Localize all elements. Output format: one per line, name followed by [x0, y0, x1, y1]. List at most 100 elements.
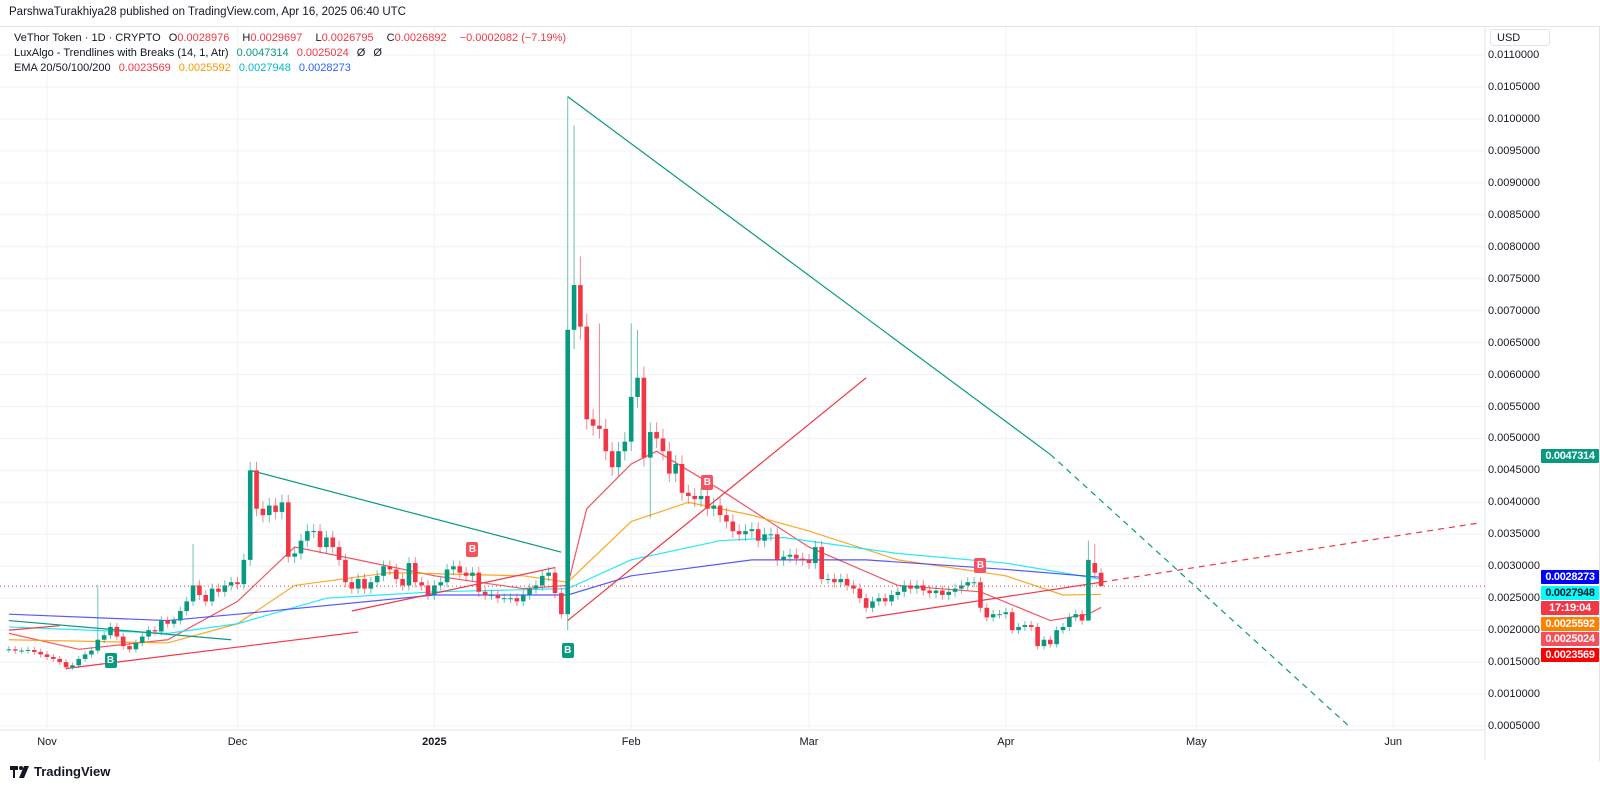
candle-body: [946, 591, 951, 596]
candle-body: [216, 588, 221, 592]
candle-body: [273, 505, 278, 512]
candle-body: [749, 529, 755, 532]
candle-body: [781, 556, 786, 560]
candle: [152, 626, 158, 636]
candle-body: [654, 432, 659, 439]
candle-body: [330, 537, 336, 548]
trendline-down-extension: [1049, 453, 1350, 727]
trendline-up: [351, 566, 556, 612]
candle-body: [870, 601, 875, 608]
candle-body: [457, 566, 463, 573]
candle-body: [317, 531, 323, 548]
y-tick-label: 0.0025000: [1488, 592, 1540, 605]
candle-body: [851, 585, 856, 589]
candle-body: [908, 585, 913, 589]
candle-body: [616, 451, 621, 468]
trendline-down: [250, 469, 562, 553]
candle-body: [1009, 612, 1015, 631]
candle-body: [952, 588, 958, 592]
candle: [51, 653, 56, 662]
symbol-label[interactable]: VeThor Token · 1D · CRYPTO: [14, 32, 161, 44]
candle: [247, 461, 253, 566]
y-tick-label: 0.0055000: [1488, 400, 1540, 413]
tradingview-logo[interactable]: TradingView: [10, 764, 110, 779]
candle: [1022, 621, 1028, 631]
candle: [673, 455, 678, 483]
candle: [984, 603, 990, 622]
candle: [768, 527, 774, 542]
candle: [190, 543, 196, 607]
candle: [654, 422, 659, 449]
candle-body: [279, 502, 285, 512]
candle: [609, 442, 615, 476]
candle: [559, 588, 564, 619]
candle: [565, 96, 570, 631]
candle: [533, 580, 539, 594]
tradingview-logo-icon: [10, 765, 29, 778]
candle: [349, 576, 355, 594]
candle-body: [533, 585, 539, 589]
candle-body: [260, 508, 266, 516]
candle-body: [527, 588, 532, 596]
candle-body: [1060, 626, 1066, 631]
ema50-value: 0.0025592: [178, 62, 231, 74]
candle-body: [698, 495, 704, 500]
y-tick-label: 0.0070000: [1488, 304, 1540, 317]
candle-body: [343, 559, 348, 583]
candle-body: [1086, 559, 1091, 621]
candle: [838, 573, 844, 588]
candle: [863, 593, 869, 613]
candle-body: [711, 505, 717, 509]
candle: [603, 418, 609, 461]
candle-body: [540, 575, 545, 586]
candle: [241, 553, 247, 590]
candle: [762, 527, 767, 548]
candle-body: [635, 377, 640, 397]
break-marker-down: B: [974, 557, 987, 573]
candle: [844, 573, 850, 591]
candle: [711, 497, 717, 517]
y-tick-label: 0.0100000: [1488, 112, 1540, 125]
trendline-up-extension: [1101, 522, 1481, 583]
trendlines: [8, 96, 1481, 727]
candle: [413, 557, 418, 588]
candle: [1016, 623, 1021, 634]
candle-body: [476, 572, 482, 592]
break-marker-down: B: [701, 474, 714, 490]
candle-body: [349, 582, 355, 589]
candle: [571, 125, 577, 349]
candle-body: [990, 614, 996, 618]
candle: [82, 651, 88, 662]
currency-button[interactable]: USD: [1490, 29, 1550, 46]
low-value: 0.0026795: [321, 32, 374, 44]
candle-body: [25, 649, 31, 651]
candle-body: [501, 598, 507, 600]
candle: [108, 623, 113, 639]
candle-body: [489, 595, 494, 597]
y-tick-label: 0.0035000: [1488, 528, 1540, 541]
trendline-up: [866, 581, 1102, 619]
candle-body: [184, 601, 189, 611]
indicator-name[interactable]: LuxAlgo - Trendlines with Breaks (14, 1,…: [14, 47, 229, 59]
candle: [832, 573, 837, 588]
candle-body: [724, 515, 729, 522]
candle-body: [546, 572, 551, 576]
candle-body: [755, 529, 761, 541]
candle-body: [882, 598, 888, 602]
candle: [774, 527, 780, 566]
break-marker-down: B: [466, 541, 479, 557]
candles: [6, 96, 1104, 670]
y-tick-label: 0.0045000: [1488, 464, 1540, 477]
candle-body: [305, 531, 310, 541]
candle-body: [286, 502, 291, 557]
indicator-name[interactable]: EMA 20/50/100/200: [14, 62, 111, 74]
candle-body: [400, 579, 405, 586]
candle-body: [266, 505, 272, 516]
candle: [495, 590, 501, 603]
candle: [1098, 568, 1104, 587]
candle: [997, 609, 1002, 619]
candle: [520, 590, 526, 607]
candle: [381, 560, 386, 582]
candle-body: [1028, 625, 1034, 627]
